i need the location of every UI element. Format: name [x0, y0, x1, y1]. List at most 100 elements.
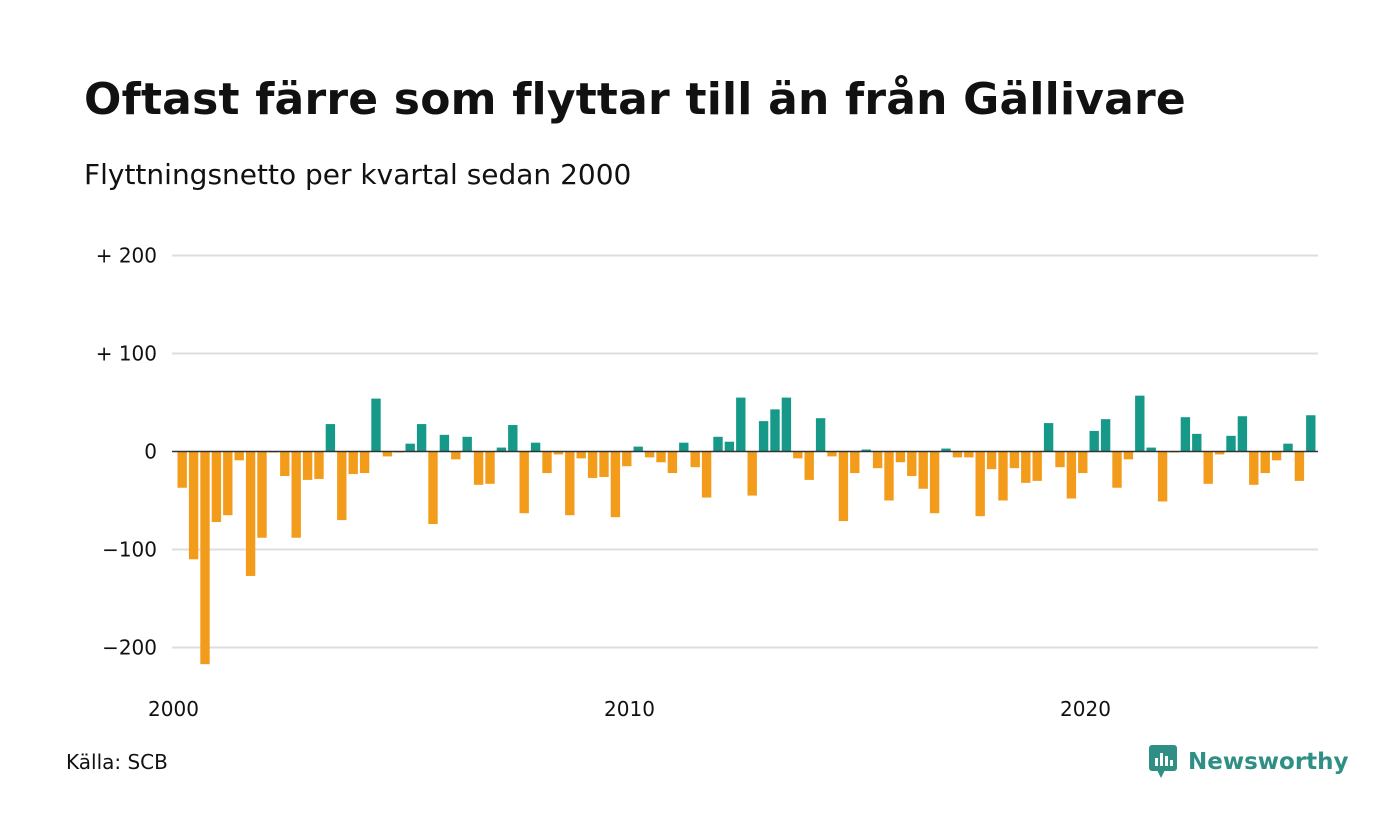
bar — [1146, 447, 1156, 452]
bar — [1283, 443, 1293, 452]
bar — [291, 451, 301, 538]
bar — [907, 451, 917, 476]
bar — [1260, 451, 1270, 474]
bar — [280, 451, 290, 476]
bar — [736, 397, 746, 452]
bar — [177, 451, 187, 488]
bar — [679, 442, 689, 452]
bar — [348, 451, 358, 475]
bar — [713, 436, 723, 452]
bar — [804, 451, 814, 480]
bar — [1032, 451, 1042, 481]
bar — [462, 436, 472, 452]
chart-title: Oftast färre som flyttar till än från Gä… — [84, 74, 1186, 125]
y-axis-labels: + 200 + 100 0 −100 −200 — [96, 244, 157, 660]
bar — [565, 451, 575, 516]
bar — [1237, 416, 1248, 452]
bars — [177, 395, 1316, 665]
bar — [975, 451, 985, 517]
bar — [929, 451, 940, 514]
bar — [302, 451, 313, 480]
bar — [815, 418, 826, 452]
bar — [895, 451, 906, 463]
bar — [188, 451, 199, 560]
bar — [1123, 451, 1134, 460]
bar — [1043, 423, 1054, 452]
bar — [473, 451, 484, 485]
bar — [530, 442, 541, 452]
bar — [576, 451, 586, 459]
bar — [656, 451, 666, 463]
bar — [701, 451, 712, 498]
bar — [952, 451, 963, 458]
bar — [496, 447, 507, 452]
bar — [428, 451, 438, 525]
bar — [964, 451, 974, 458]
bar — [1249, 451, 1259, 485]
bar — [1180, 417, 1191, 452]
bar — [622, 451, 632, 467]
bar — [998, 451, 1008, 501]
chart-subtitle: Flyttningsnetto per kvartal sedan 2000 — [84, 158, 632, 191]
bar — [234, 451, 244, 461]
bar — [1157, 451, 1168, 502]
bar — [1078, 451, 1088, 474]
bar — [359, 451, 370, 474]
bar — [1112, 451, 1122, 488]
bar — [405, 443, 415, 452]
bar — [1066, 451, 1077, 499]
y-tick-label: + 200 — [96, 244, 157, 268]
bar — [793, 451, 803, 459]
bar — [257, 451, 267, 538]
bar — [941, 448, 951, 452]
bar — [690, 451, 700, 468]
bar — [850, 451, 860, 474]
bar — [1226, 435, 1236, 452]
bar — [861, 449, 871, 452]
brand-logo: Newsworthy — [1148, 744, 1349, 780]
bar — [416, 424, 427, 452]
bar — [1009, 451, 1020, 469]
x-tick-label: 2000 — [148, 697, 199, 721]
bar — [223, 451, 233, 516]
y-tick-label: + 100 — [96, 342, 157, 366]
bar — [781, 397, 792, 452]
bar — [667, 451, 678, 474]
bar — [644, 451, 655, 458]
bar — [610, 451, 621, 518]
bar — [724, 441, 735, 452]
y-tick-label: 0 — [144, 440, 157, 464]
bar — [451, 451, 461, 460]
bar — [508, 425, 518, 452]
gridlines — [172, 254, 1318, 649]
bar — [1089, 430, 1099, 452]
bar — [633, 446, 643, 452]
bar — [1055, 451, 1065, 468]
bar — [1203, 451, 1213, 484]
bar — [1306, 415, 1316, 452]
bar — [827, 451, 837, 457]
bar — [371, 398, 381, 452]
source-note: Källa: SCB — [66, 750, 168, 774]
bar — [1271, 451, 1282, 461]
bar — [314, 451, 324, 479]
newsworthy-logo-icon — [1149, 745, 1177, 778]
bar — [758, 421, 769, 452]
bar — [770, 409, 780, 452]
bar — [553, 451, 564, 455]
bar — [1192, 433, 1202, 452]
bar — [245, 451, 256, 576]
bar — [599, 451, 609, 477]
bar — [485, 451, 495, 484]
bar — [1021, 451, 1031, 483]
bar — [1135, 395, 1145, 452]
y-tick-label: −100 — [102, 538, 157, 562]
bar — [587, 451, 598, 478]
x-tick-label: 2010 — [604, 697, 655, 721]
bar — [382, 451, 393, 457]
bar — [918, 451, 928, 489]
bar — [1214, 451, 1225, 455]
bar — [542, 451, 552, 474]
bar — [200, 451, 210, 665]
